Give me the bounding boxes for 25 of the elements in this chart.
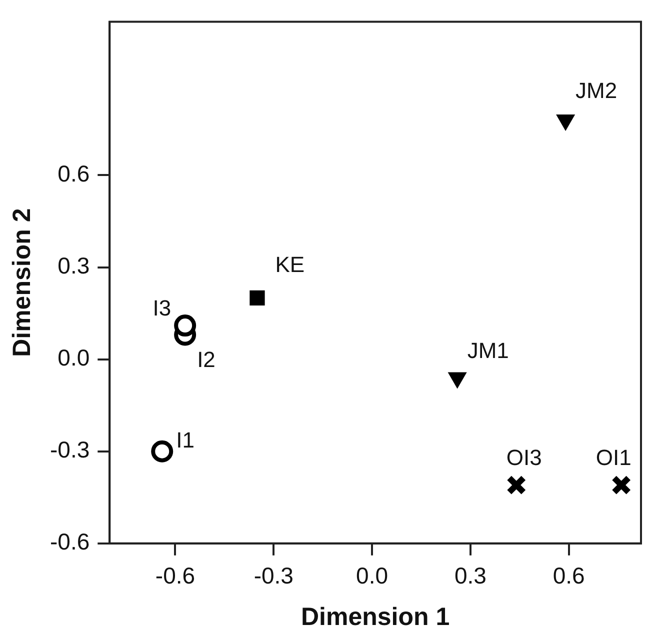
x-tick-label: 0.3 [454, 562, 486, 589]
annotation: I3 [152, 296, 172, 321]
y-tick-label: 0.6 [58, 160, 90, 187]
y-axis-title: Dimension 2 [8, 208, 36, 357]
point [151, 440, 174, 462]
annotation: KE [275, 252, 305, 278]
y-tick-label: 0.3 [58, 252, 90, 279]
point [611, 475, 632, 496]
point [506, 475, 526, 496]
x-tick-label: -0.6 [155, 562, 196, 589]
y-tick-label: -0.6 [50, 528, 90, 555]
x-tick-label: 0.6 [552, 562, 585, 589]
x-tick-label: 0.0 [356, 562, 388, 589]
x-tick-label: -0.3 [254, 562, 294, 589]
point [250, 290, 265, 306]
annotation: JM2 [576, 78, 618, 104]
y-tick-label: -0.3 [50, 436, 90, 463]
annotation: OI3 [506, 445, 542, 470]
annotation: OI1 [596, 445, 632, 470]
annotation: I1 [176, 427, 194, 452]
annotation: I2 [197, 346, 216, 372]
annotation: JM1 [467, 338, 509, 363]
point [174, 314, 196, 337]
y-tick-label: 0.0 [58, 344, 90, 371]
x-axis-title: Dimension 1 [300, 602, 450, 631]
